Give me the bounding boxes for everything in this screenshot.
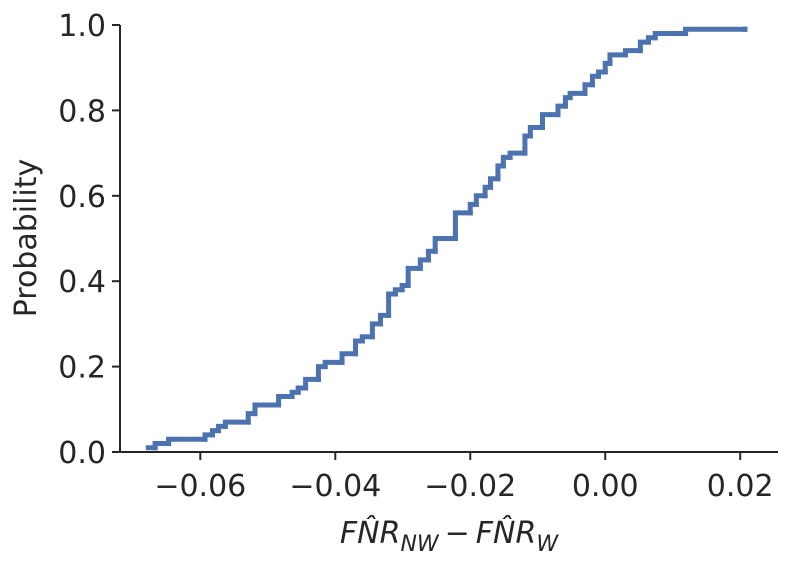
ecdf-step (303, 376, 321, 391)
ecdf-step (567, 90, 588, 101)
x-tick-label: 0.00 (572, 469, 639, 504)
ecdf-step (322, 359, 345, 370)
ecdf-step (369, 321, 384, 340)
ecdf-step (359, 334, 375, 344)
x-tick-label: −0.06 (154, 469, 246, 504)
ecdf-step (276, 393, 295, 408)
x-label-term: FN̂R (476, 515, 537, 551)
ecdf-step (637, 39, 651, 54)
ecdf-step (652, 31, 689, 41)
ecdf-step (452, 210, 473, 241)
x-tick-label: 0.02 (707, 469, 774, 504)
y-tick-label: 0.8 (58, 94, 106, 129)
ecdf-step (222, 419, 251, 429)
ecdf-step (432, 236, 458, 254)
y-tick-label: 0.0 (58, 436, 106, 471)
ecdf-step (527, 124, 545, 139)
x-tick-label: −0.02 (424, 469, 516, 504)
ecdf-step (683, 26, 748, 37)
ecdf-step (417, 257, 431, 271)
y-axis-label: Probability (9, 159, 44, 318)
x-label-term: FN̂R (340, 515, 401, 551)
x-label-operator: − (445, 516, 470, 551)
ecdf-step (252, 402, 282, 417)
ecdf-step (539, 112, 561, 130)
ecdf-step (405, 265, 423, 288)
ecdf-step (507, 150, 528, 160)
ecdf-step (166, 436, 208, 446)
ecdf-step (522, 133, 533, 156)
y-tick-label: 1.0 (58, 9, 106, 44)
x-label-sub: NW (400, 532, 439, 557)
y-tick-label: 0.2 (58, 351, 106, 386)
ecdf-step (339, 351, 359, 365)
ecdf-step (386, 291, 398, 318)
y-tick-label: 0.6 (58, 180, 106, 215)
ecdf-step (473, 193, 488, 207)
x-label-sub: W (536, 532, 559, 557)
x-tick-label: −0.04 (289, 469, 381, 504)
ecdf-step (622, 48, 643, 58)
y-tick-label: 0.4 (58, 265, 106, 300)
ecdf-step (152, 440, 172, 451)
x-axis-label: FN̂RNW − FN̂RW (340, 515, 559, 557)
ecdf-step (378, 312, 392, 327)
ecdf-step (607, 52, 628, 66)
